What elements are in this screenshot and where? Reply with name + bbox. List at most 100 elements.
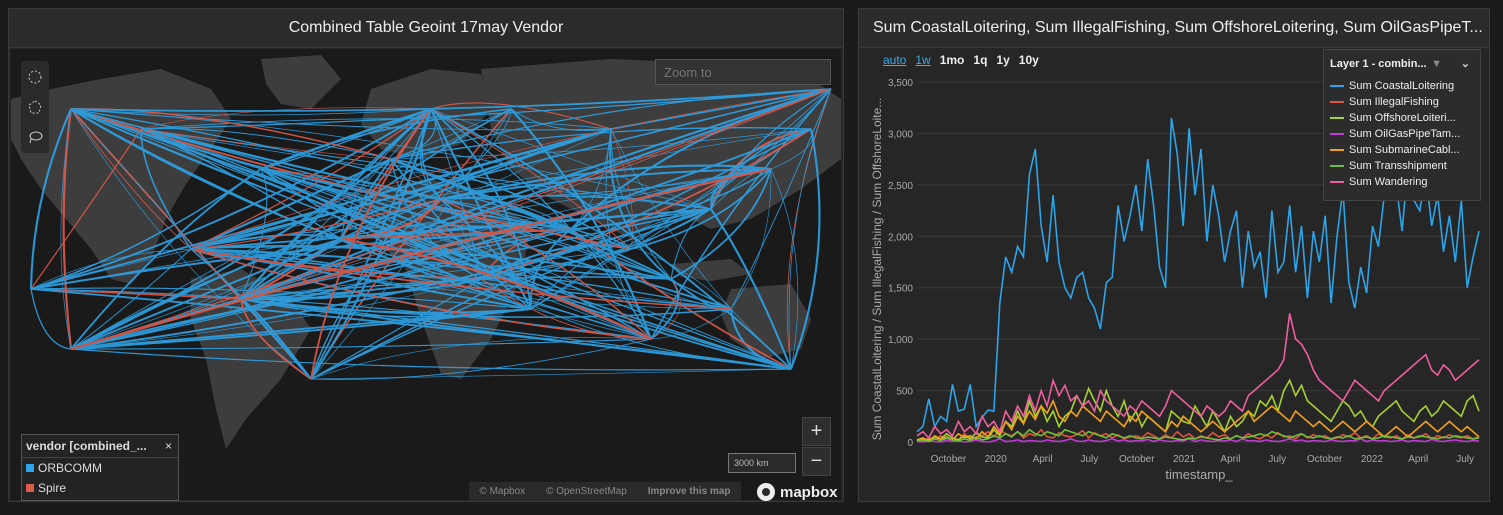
series-label: Sum OilGasPipeTam... <box>1349 128 1461 140</box>
y-tick-label: 1,500 <box>888 284 913 295</box>
shipping-lane <box>240 278 482 300</box>
shipping-lane <box>430 108 632 250</box>
mapbox-icon <box>757 483 775 501</box>
shipping-lane <box>30 108 432 290</box>
shipping-lane <box>190 244 672 280</box>
shipping-lane <box>190 208 712 250</box>
y-tick-label: 3,000 <box>888 129 913 140</box>
y-axis-ticks: 0 500 1,000 1,500 2,000 2,500 3,000 3,500 <box>888 78 913 449</box>
mapbox-logo[interactable]: mapbox <box>757 482 838 501</box>
series-swatch <box>1330 181 1344 183</box>
x-tick-label: 2020 <box>985 454 1008 465</box>
shipping-lane <box>788 88 832 370</box>
y-tick-label: 0 <box>907 438 913 449</box>
series-legend-item[interactable]: Sum Wandering <box>1324 174 1480 190</box>
series-legend-item[interactable]: Sum Transshipment <box>1324 158 1480 174</box>
lasso-select-icon[interactable] <box>21 123 49 151</box>
range-10y-button[interactable]: 10y <box>1018 53 1039 67</box>
shipping-lane <box>440 167 772 200</box>
circle-select-icon[interactable] <box>21 63 49 91</box>
shipping-lane <box>60 108 72 350</box>
series-legend-item[interactable]: Sum CoastalLoitering <box>1324 78 1480 94</box>
time-range-selector: auto 1w 1mo 1q 1y 10y <box>883 53 1039 67</box>
chevron-down-icon[interactable]: ⌄ <box>1460 58 1470 70</box>
x-tick-label: July <box>1456 454 1474 465</box>
chart-panel: Sum CoastalLoitering, Sum IllegalFishing… <box>858 8 1490 502</box>
shipping-lane <box>440 198 572 230</box>
x-tick-label: 2021 <box>1173 454 1196 465</box>
shipping-lane <box>430 108 482 280</box>
shipping-lane <box>30 288 72 350</box>
x-tick-label: April <box>1220 454 1240 465</box>
attribution-osm-link[interactable]: © OpenStreetMap <box>546 486 627 497</box>
series-legend-item[interactable]: Sum OffshoreLoiteri... <box>1324 110 1480 126</box>
map-panel: Combined Table Geoint 17may Vendor <box>8 8 844 502</box>
shipping-lane <box>530 88 832 310</box>
shipping-lane <box>430 108 712 210</box>
attribution-mapbox-link[interactable]: © Mapbox <box>479 486 526 497</box>
vendor-legend-title: vendor [combined_... <box>26 439 147 453</box>
pin-icon[interactable]: ▼ <box>1431 58 1442 70</box>
world-map[interactable] <box>11 49 841 500</box>
shipping-lane <box>730 168 772 310</box>
series-legend-header[interactable]: Layer 1 - combin... ▼ ⌄ <box>1324 50 1480 78</box>
shipping-lane <box>70 108 612 131</box>
shipping-lane <box>260 168 632 250</box>
shipping-lane <box>310 198 442 380</box>
shipping-lane <box>610 88 832 130</box>
zoom-in-button[interactable]: + <box>802 417 831 446</box>
series-swatch <box>1330 85 1344 87</box>
x-tick-label: July <box>1268 454 1286 465</box>
shipping-lane <box>480 208 712 280</box>
shipping-lane <box>240 248 632 300</box>
greenland <box>261 55 341 109</box>
shipping-lane <box>730 88 832 310</box>
shipping-lane <box>421 108 442 200</box>
series-swatch <box>1330 133 1344 135</box>
legend-item-label: ORBCOMM <box>38 461 102 475</box>
shipping-lane <box>70 278 482 350</box>
shipping-lane <box>140 128 392 160</box>
close-icon[interactable]: × <box>164 439 172 453</box>
line-chart[interactable]: 0 500 1,000 1,500 2,000 2,500 3,000 3,500 Octob… <box>859 9 1490 502</box>
y-tick-label: 1,000 <box>888 335 913 346</box>
range-1q-button[interactable]: 1q <box>973 53 988 67</box>
shipping-lane <box>30 128 612 290</box>
zoom-to-input[interactable] <box>655 59 831 85</box>
shipping-lane <box>670 168 772 280</box>
shipping-lane <box>430 108 652 340</box>
range-auto-button[interactable]: auto <box>883 53 907 67</box>
shipping-lane <box>310 208 712 380</box>
range-1mo-button[interactable]: 1mo <box>939 53 965 67</box>
shipping-lane <box>30 128 812 290</box>
series-legend-item[interactable]: Sum OilGasPipeTam... <box>1324 126 1480 142</box>
shipping-lane <box>710 88 832 210</box>
range-1y-button[interactable]: 1y <box>996 53 1010 67</box>
shipping-lane <box>70 108 312 380</box>
shipping-lane <box>140 88 832 130</box>
series-legend: Layer 1 - combin... ▼ ⌄ Sum CoastalLoite… <box>1323 49 1481 201</box>
zoom-out-button[interactable]: − <box>802 447 831 476</box>
shipping-lane <box>70 108 792 370</box>
series-legend-item[interactable]: Sum IllegalFishing <box>1324 94 1480 110</box>
shipping-lane <box>190 248 652 340</box>
shipping-lane <box>310 128 812 380</box>
x-tick-label: October <box>1119 454 1155 465</box>
shipping-lane <box>570 168 772 230</box>
color-swatch <box>26 464 34 472</box>
shipping-lane <box>609 128 672 280</box>
x-axis-label: timestamp_ <box>1165 467 1233 482</box>
polygon-select-icon[interactable] <box>21 93 49 121</box>
shipping-lane <box>190 88 832 250</box>
improve-map-link[interactable]: Improve this map <box>647 486 731 497</box>
map-canvas[interactable]: vendor [combined_... × ORBCOMM Spire 300… <box>11 49 841 501</box>
series-legend-item[interactable]: Sum SubmarineCabl... <box>1324 142 1480 158</box>
shipping-lane <box>340 108 432 240</box>
shipping-lanes <box>29 88 832 380</box>
legend-item-spire[interactable]: Spire <box>22 478 178 498</box>
range-1w-button[interactable]: 1w <box>915 53 931 67</box>
shipping-lane <box>70 168 262 350</box>
legend-item-orbcomm[interactable]: ORBCOMM <box>22 458 178 478</box>
shipping-lane <box>70 248 192 350</box>
vendor-legend-header: vendor [combined_... × <box>22 435 178 458</box>
